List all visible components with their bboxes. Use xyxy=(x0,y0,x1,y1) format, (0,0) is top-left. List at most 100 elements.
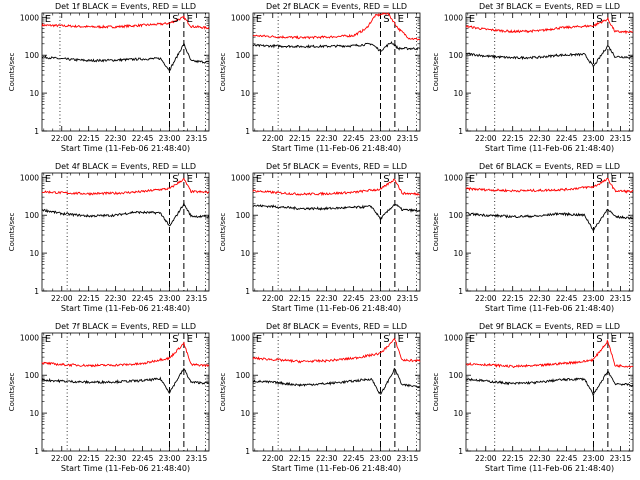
y-axis-label: Counts/sec xyxy=(8,213,16,252)
events-series-line xyxy=(252,203,421,221)
y-tick-label: 1000 xyxy=(231,333,250,342)
x-tick-label: 22:15 xyxy=(289,294,311,303)
x-tick-label: 22:00 xyxy=(475,454,497,463)
y-tick-label: 1 xyxy=(245,287,250,296)
x-tick-label: 22:45 xyxy=(556,454,578,463)
x-tick-label: 22:00 xyxy=(51,294,73,303)
x-tick-label: 23:15 xyxy=(610,294,632,303)
x-tick-label: 22:30 xyxy=(105,134,127,143)
panel-det-4: Det 4f BLACK = Events, RED = LLD 1 10 100 10… xyxy=(8,162,210,313)
x-tick-label: 23:00 xyxy=(370,294,392,303)
plot-frame xyxy=(252,12,421,132)
x-tick-label: 23:15 xyxy=(186,454,208,463)
x-tick-label: 23:15 xyxy=(186,134,208,143)
panel-title: Det 4f BLACK = Events, RED = LLD xyxy=(55,162,196,171)
lld-series-line xyxy=(465,178,634,194)
x-tick-label: 22:15 xyxy=(502,134,524,143)
panel-det-6: Det 6f BLACK = Events, RED = LLD 1 10 100 10… xyxy=(432,162,634,313)
y-tick-label: 10 xyxy=(29,409,39,418)
x-axis-label: Start Time (11-Feb-06 21:48:40) xyxy=(485,304,614,313)
panel-title: Det 9f BLACK = Events, RED = LLD xyxy=(479,322,620,331)
y-tick-label: 1000 xyxy=(20,13,39,22)
annotation-e: E xyxy=(45,14,51,25)
y-axis-label: Counts/sec xyxy=(432,213,440,252)
annotation-s: S xyxy=(172,14,178,25)
panel-det-5: Det 5f BLACK = Events, RED = LLD 1 10 100 10… xyxy=(219,162,421,313)
y-tick-label: 100 xyxy=(449,211,464,220)
y-tick-label: 100 xyxy=(236,371,251,380)
x-tick-label: 23:15 xyxy=(397,134,419,143)
events-series-line xyxy=(41,41,210,72)
annotation-e: E xyxy=(469,334,475,345)
plot-frame xyxy=(252,332,421,452)
y-tick-label: 10 xyxy=(29,249,39,258)
annotation-s: S xyxy=(596,334,602,345)
y-axis-label: Counts/sec xyxy=(8,53,16,92)
x-tick-label: 22:30 xyxy=(105,294,127,303)
x-tick-label: 23:00 xyxy=(583,454,605,463)
x-axis-label: Start Time (11-Feb-06 21:48:40) xyxy=(272,464,401,473)
annotation-s: S xyxy=(383,14,389,25)
annotation-s: S xyxy=(596,174,602,185)
plot-frame xyxy=(465,332,634,452)
x-tick-label: 22:00 xyxy=(262,134,284,143)
x-tick-label: 22:00 xyxy=(475,294,497,303)
lld-series-line xyxy=(465,339,634,369)
events-series-line xyxy=(252,367,420,395)
panel-title: Det 8f BLACK = Events, RED = LLD xyxy=(266,322,407,331)
y-axis-label: Counts/sec xyxy=(8,373,16,412)
x-tick-label: 22:15 xyxy=(78,294,100,303)
x-axis-label: Start Time (11-Feb-06 21:48:40) xyxy=(485,464,614,473)
y-tick-label: 100 xyxy=(236,211,251,220)
y-tick-label: 10 xyxy=(453,409,463,418)
plot-frame xyxy=(41,12,210,132)
panel-title: Det 7f BLACK = Events, RED = LLD xyxy=(55,322,196,331)
x-tick-label: 23:15 xyxy=(186,294,208,303)
x-tick-label: 23:00 xyxy=(159,134,181,143)
lld-series-line xyxy=(465,16,634,35)
x-tick-label: 23:15 xyxy=(610,454,632,463)
y-tick-label: 100 xyxy=(236,51,251,60)
x-tick-label: 22:30 xyxy=(529,134,551,143)
y-tick-label: 10 xyxy=(240,409,250,418)
y-axis-label: Counts/sec xyxy=(219,373,227,412)
y-tick-label: 1 xyxy=(34,447,39,456)
x-axis-label: Start Time (11-Feb-06 21:48:40) xyxy=(61,464,190,473)
x-tick-label: 22:45 xyxy=(132,454,154,463)
y-axis-label: Counts/sec xyxy=(432,53,440,92)
y-tick-label: 10 xyxy=(29,89,39,98)
y-tick-label: 100 xyxy=(449,51,464,60)
panel-det-1: Det 1f BLACK = Events, RED = LLD 1 10 100 10… xyxy=(8,2,210,153)
annotation-e: E xyxy=(256,174,262,185)
y-tick-label: 1000 xyxy=(444,173,463,182)
panel-title: Det 5f BLACK = Events, RED = LLD xyxy=(266,162,407,171)
x-tick-label: 22:15 xyxy=(502,294,524,303)
y-tick-label: 100 xyxy=(25,371,40,380)
annotation-e: E xyxy=(398,334,404,345)
y-axis-label: Counts/sec xyxy=(219,53,227,92)
y-tick-label: 1 xyxy=(34,287,39,296)
x-tick-label: 23:00 xyxy=(370,454,392,463)
plot-frame xyxy=(252,172,421,292)
lld-series-line xyxy=(41,341,210,368)
annotation-e: E xyxy=(187,334,193,345)
events-series-line xyxy=(465,45,634,68)
y-tick-label: 1000 xyxy=(444,333,463,342)
y-tick-label: 1 xyxy=(245,447,250,456)
x-axis-label: Start Time (11-Feb-06 21:48:40) xyxy=(61,304,190,313)
lld-series-line xyxy=(252,337,421,364)
annotation-e: E xyxy=(611,14,617,25)
annotation-s: S xyxy=(596,14,602,25)
plot-frame xyxy=(41,332,210,452)
panel-det-2: Det 2f BLACK = Events, RED = LLD 1 10 100 10… xyxy=(219,2,421,153)
x-tick-label: 23:15 xyxy=(610,134,632,143)
x-tick-label: 22:15 xyxy=(78,454,100,463)
annotation-s: S xyxy=(172,334,178,345)
x-axis-label: Start Time (11-Feb-06 21:48:40) xyxy=(272,304,401,313)
x-tick-label: 22:15 xyxy=(289,454,311,463)
x-tick-label: 22:00 xyxy=(262,454,284,463)
annotation-e: E xyxy=(611,174,617,185)
annotation-e: E xyxy=(469,14,475,25)
panel-det-3: Det 3f BLACK = Events, RED = LLD 1 10 100 10… xyxy=(432,2,634,153)
